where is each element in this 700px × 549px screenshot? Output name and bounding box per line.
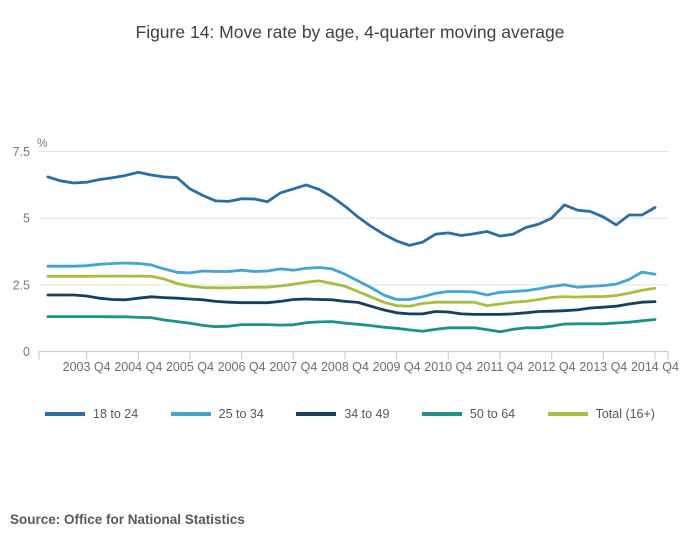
series-line-total-16- <box>46 274 657 308</box>
y-axis-unit-label: % <box>37 136 48 150</box>
legend-line-swatch <box>421 412 462 416</box>
legend-label: 18 to 24 <box>93 407 139 421</box>
x-tick-label: 2013 Q4 <box>579 360 627 374</box>
y-tick-label: 2.5 <box>13 278 30 292</box>
x-tick-label: 2009 Q4 <box>373 360 421 374</box>
x-tick-label: 2012 Q4 <box>528 360 576 374</box>
y-tick-label: 0 <box>23 345 30 359</box>
chart-legend: 18 to 24 25 to 34 34 to 49 50 to 64 Tota… <box>45 407 655 421</box>
x-tick-label: 2010 Q4 <box>424 360 472 374</box>
series-line-25-to-34 <box>46 261 657 301</box>
x-tick-label: 2014 Q4 <box>631 360 679 374</box>
x-tick-label: 2011 Q4 <box>476 360 523 374</box>
legend-label: 50 to 64 <box>469 407 516 421</box>
legend-item-total-16plus: Total (16+) <box>547 407 655 421</box>
legend-line-swatch <box>170 412 211 416</box>
legend-label: Total (16+) <box>595 407 655 421</box>
legend-label: 34 to 49 <box>344 407 390 421</box>
x-tick-label: 2005 Q4 <box>166 360 214 374</box>
x-tick-label: 2003 Q4 <box>63 360 111 374</box>
x-tick-label: 2007 Q4 <box>269 360 317 374</box>
legend-item-18-to-24: 18 to 24 <box>45 407 138 421</box>
y-tick-label: 5 <box>23 212 30 226</box>
series-line-34-to-49 <box>46 293 657 316</box>
x-tick-label: 2006 Q4 <box>218 360 266 374</box>
legend-item-50-to-64: 50 to 64 <box>421 407 516 421</box>
x-tick-label: 2008 Q4 <box>321 360 369 374</box>
series-line-18-to-24 <box>46 170 657 247</box>
legend-label: 25 to 34 <box>218 407 264 421</box>
source-note: Source: Office for National Statistics <box>10 512 245 527</box>
legend-line-swatch <box>45 412 85 416</box>
legend-item-25-to-34: 25 to 34 <box>170 407 264 421</box>
y-tick-label: 7.5 <box>13 145 30 159</box>
legend-item-34-to-49: 34 to 49 <box>296 407 389 421</box>
x-tick-label: 2004 Q4 <box>114 360 162 374</box>
line-chart: 02.557.5%2003 Q4 2004 Q4 2005 Q4 2006 Q4 200… <box>13 136 679 374</box>
legend-line-swatch <box>547 412 588 416</box>
legend-line-swatch <box>296 412 337 416</box>
chart-title: Figure 14: Move rate by age, 4-quarter m… <box>135 22 565 42</box>
series-line-50-to-64 <box>46 315 657 334</box>
